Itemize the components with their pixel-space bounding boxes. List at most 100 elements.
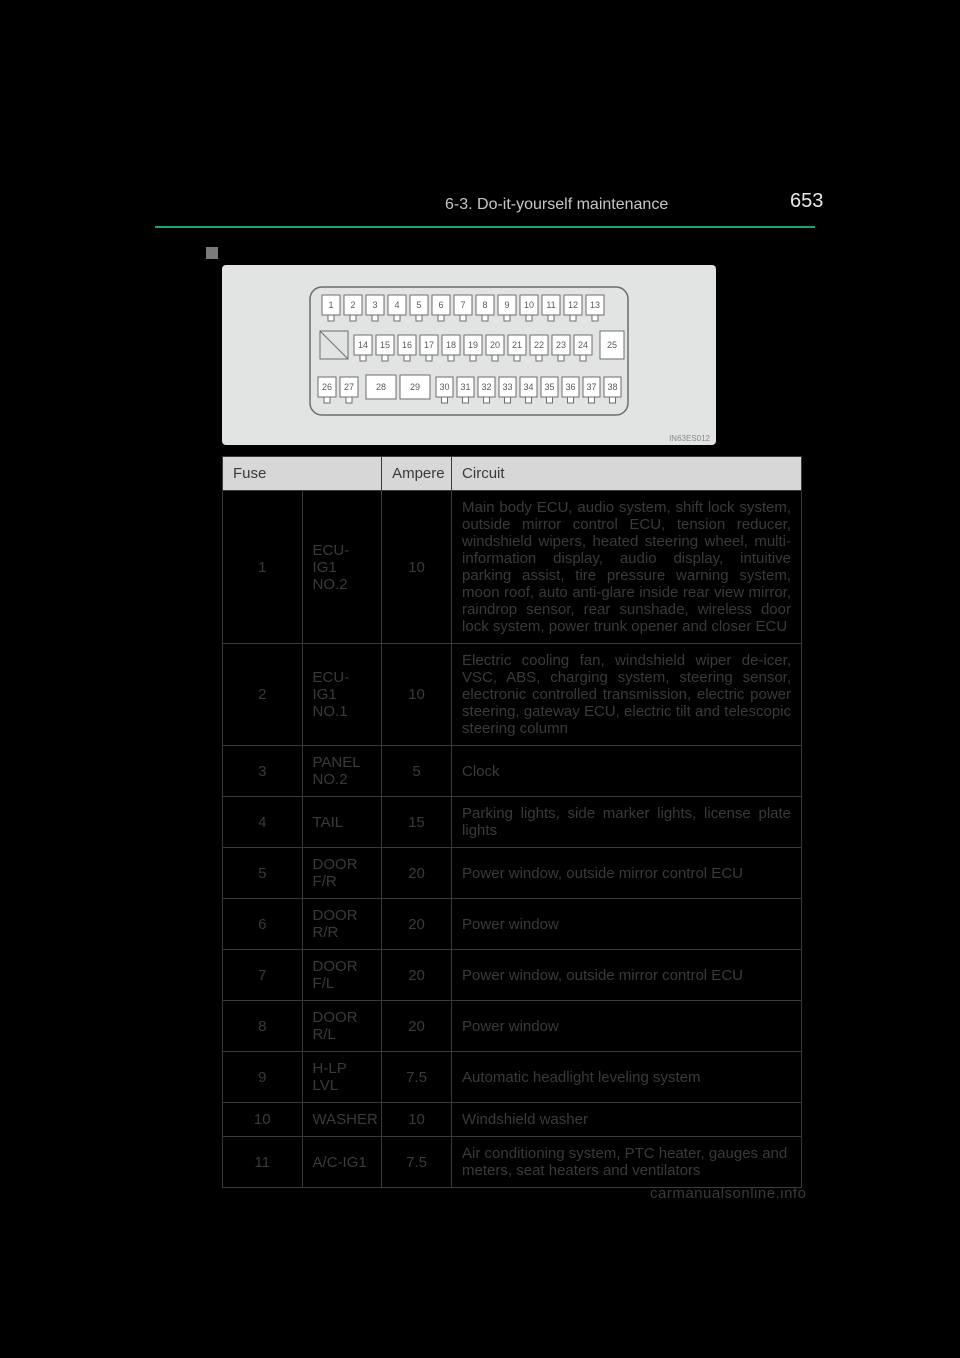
svg-text:6: 6 (438, 300, 443, 310)
svg-text:5: 5 (416, 300, 421, 310)
table-row: 9H-LP LVL7.5Automatic headlight leveling… (223, 1052, 802, 1103)
fuse-table: Fuse Ampere Circuit 1ECU-IG1 NO.210Main … (222, 456, 802, 1188)
svg-text:34: 34 (523, 382, 533, 392)
svg-text:24: 24 (578, 340, 588, 350)
cell-circuit: Clock (452, 746, 802, 797)
svg-text:8: 8 (482, 300, 487, 310)
svg-text:30: 30 (439, 382, 449, 392)
cell-number: 10 (223, 1103, 303, 1137)
svg-text:23: 23 (556, 340, 566, 350)
table-row: 3PANEL NO.25Clock (223, 746, 802, 797)
section-title: 6-3. Do-it-yourself maintenance (445, 196, 668, 214)
cell-number: 9 (223, 1052, 303, 1103)
svg-text:37: 37 (586, 382, 596, 392)
cell-fuse: DOOR R/L (302, 1001, 382, 1052)
svg-text:29: 29 (410, 382, 420, 392)
page-number: 653 (790, 190, 823, 213)
cell-circuit: Parking lights, side marker lights, lice… (452, 797, 802, 848)
table-row: 11A/C-IG17.5Air conditioning system, PTC… (223, 1137, 802, 1188)
cell-fuse: DOOR F/L (302, 950, 382, 1001)
svg-text:25: 25 (607, 340, 617, 350)
svg-text:10: 10 (524, 300, 534, 310)
table-row: 10WASHER10Windshield washer (223, 1103, 802, 1137)
cell-ampere: 20 (382, 1001, 452, 1052)
cell-ampere: 20 (382, 950, 452, 1001)
table-row: 2ECU-IG1 NO.110Electric cooling fan, win… (223, 644, 802, 746)
table-row: 1ECU-IG1 NO.210Main body ECU, audio syst… (223, 491, 802, 644)
svg-text:16: 16 (402, 340, 412, 350)
svg-text:3: 3 (372, 300, 377, 310)
cell-fuse: A/C-IG1 (302, 1137, 382, 1188)
svg-text:2: 2 (350, 300, 355, 310)
svg-text:18: 18 (446, 340, 456, 350)
svg-text:4: 4 (394, 300, 399, 310)
col-header-fuse: Fuse (223, 457, 382, 491)
svg-text:7: 7 (460, 300, 465, 310)
cell-fuse: TAIL (302, 797, 382, 848)
cell-number: 3 (223, 746, 303, 797)
cell-circuit: Air conditioning system, PTC heater, gau… (452, 1137, 802, 1188)
cell-ampere: 20 (382, 848, 452, 899)
svg-text:12: 12 (568, 300, 578, 310)
fuse-diagram: 1234567891011121314151617181920212223242… (222, 265, 716, 445)
cell-number: 11 (223, 1137, 303, 1188)
cell-circuit: Power window, outside mirror control ECU (452, 848, 802, 899)
svg-text:19: 19 (468, 340, 478, 350)
svg-text:32: 32 (481, 382, 491, 392)
cell-ampere: 5 (382, 746, 452, 797)
cell-ampere: 7.5 (382, 1052, 452, 1103)
col-header-circuit: Circuit (452, 457, 802, 491)
svg-text:13: 13 (590, 300, 600, 310)
svg-text:36: 36 (565, 382, 575, 392)
cell-number: 5 (223, 848, 303, 899)
cell-ampere: 20 (382, 899, 452, 950)
cell-circuit: Power window, outside mirror control ECU (452, 950, 802, 1001)
cell-number: 8 (223, 1001, 303, 1052)
subsection-bullet (206, 247, 218, 259)
svg-text:1: 1 (328, 300, 333, 310)
cell-number: 4 (223, 797, 303, 848)
svg-text:IN63ES012: IN63ES012 (669, 434, 710, 443)
cell-ampere: 10 (382, 644, 452, 746)
watermark: carmanualsonline.info (650, 1185, 806, 1202)
cell-circuit: Electric cooling fan, windshield wiper d… (452, 644, 802, 746)
cell-number: 1 (223, 491, 303, 644)
cell-ampere: 7.5 (382, 1137, 452, 1188)
cell-fuse: H-LP LVL (302, 1052, 382, 1103)
table-header-row: Fuse Ampere Circuit (223, 457, 802, 491)
table-row: 8DOOR R/L20Power window (223, 1001, 802, 1052)
cell-fuse: DOOR F/R (302, 848, 382, 899)
svg-text:33: 33 (502, 382, 512, 392)
cell-fuse: ECU-IG1 NO.2 (302, 491, 382, 644)
cell-circuit: Automatic headlight leveling system (452, 1052, 802, 1103)
svg-text:27: 27 (344, 382, 354, 392)
cell-fuse: WASHER (302, 1103, 382, 1137)
svg-text:21: 21 (512, 340, 522, 350)
svg-text:11: 11 (546, 300, 555, 310)
svg-text:9: 9 (504, 300, 509, 310)
svg-text:26: 26 (322, 382, 332, 392)
cell-ampere: 10 (382, 491, 452, 644)
cell-fuse: PANEL NO.2 (302, 746, 382, 797)
cell-number: 7 (223, 950, 303, 1001)
cell-number: 6 (223, 899, 303, 950)
cell-circuit: Windshield washer (452, 1103, 802, 1137)
cell-fuse: DOOR R/R (302, 899, 382, 950)
cell-fuse: ECU-IG1 NO.1 (302, 644, 382, 746)
cell-number: 2 (223, 644, 303, 746)
cell-ampere: 15 (382, 797, 452, 848)
svg-text:15: 15 (380, 340, 390, 350)
svg-text:35: 35 (544, 382, 554, 392)
col-header-ampere: Ampere (382, 457, 452, 491)
svg-text:28: 28 (376, 382, 386, 392)
svg-text:14: 14 (358, 340, 368, 350)
svg-text:17: 17 (424, 340, 434, 350)
svg-text:38: 38 (607, 382, 617, 392)
svg-text:20: 20 (490, 340, 500, 350)
svg-text:31: 31 (460, 382, 470, 392)
header-divider (155, 226, 815, 228)
table-row: 4TAIL15Parking lights, side marker light… (223, 797, 802, 848)
cell-circuit: Power window (452, 899, 802, 950)
cell-ampere: 10 (382, 1103, 452, 1137)
cell-circuit: Main body ECU, audio system, shift lock … (452, 491, 802, 644)
